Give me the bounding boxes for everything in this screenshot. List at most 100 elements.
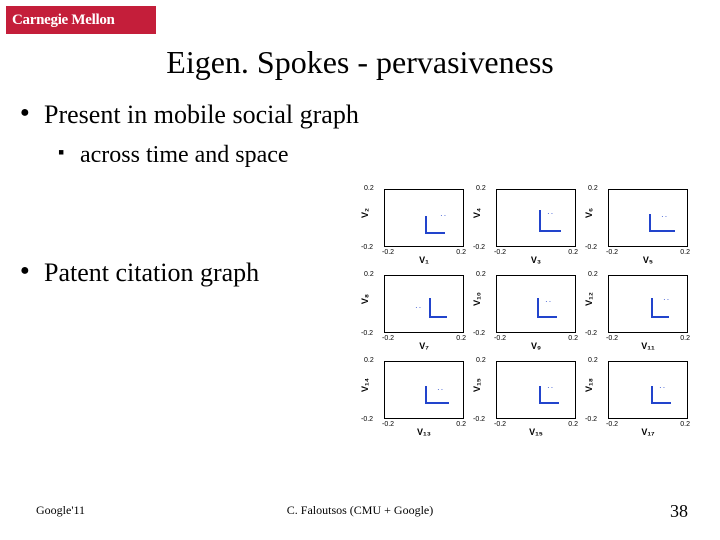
ytick-top: 0.2 (476, 271, 486, 278)
xtick-left: -0.2 (382, 249, 394, 256)
xlabel: V₁₃ (384, 427, 464, 437)
slide-title: Eigen. Spokes - pervasiveness (0, 44, 720, 81)
spoke-horizontal (425, 402, 449, 404)
xtick-right: 0.2 (680, 335, 690, 342)
ylabel: V₁₀ (472, 279, 482, 319)
subplot-frame: ·· (384, 361, 464, 419)
spoke-horizontal (539, 402, 559, 404)
spoke-horizontal (651, 316, 669, 318)
eigenspoke-chart-grid: ··V₂V₁0.2-0.2-0.20.2··V₄V₃0.2-0.2-0.20.2… (360, 185, 700, 437)
logo-band: Carnegie Mellon (6, 6, 156, 34)
scatter-dots: ·· (437, 388, 444, 392)
ytick-bottom: -0.2 (473, 416, 485, 423)
ytick-top: 0.2 (588, 357, 598, 364)
xtick-left: -0.2 (606, 249, 618, 256)
ytick-top: 0.2 (476, 357, 486, 364)
xlabel: V₅ (608, 255, 688, 265)
xtick-left: -0.2 (382, 335, 394, 342)
xtick-left: -0.2 (494, 421, 506, 428)
ytick-bottom: -0.2 (361, 416, 373, 423)
xtick-left: -0.2 (494, 335, 506, 342)
ytick-bottom: -0.2 (361, 244, 373, 251)
xlabel: V₇ (384, 341, 464, 351)
subplot-8: ··V₁₈V₁₇0.2-0.2-0.20.2 (584, 357, 692, 437)
ytick-top: 0.2 (476, 185, 486, 192)
spoke-vertical (651, 298, 653, 318)
subplot-frame: ·· (496, 361, 576, 419)
page-number: 38 (670, 501, 688, 522)
ylabel: V₆ (584, 193, 594, 233)
xtick-right: 0.2 (456, 335, 466, 342)
subplot-frame: ·· (496, 275, 576, 333)
xtick-left: -0.2 (382, 421, 394, 428)
ytick-bottom: -0.2 (473, 244, 485, 251)
subplot-frame: ·· (608, 189, 688, 247)
scatter-dots: ·· (663, 298, 670, 302)
ytick-bottom: -0.2 (585, 244, 597, 251)
subplot-4: ··V₁₀V₉0.2-0.2-0.20.2 (472, 271, 580, 351)
subplot-6: ··V₁₄V₁₃0.2-0.2-0.20.2 (360, 357, 468, 437)
subplot-2: ··V₆V₅0.2-0.2-0.20.2 (584, 185, 692, 265)
subplot-0: ··V₂V₁0.2-0.2-0.20.2 (360, 185, 468, 265)
xlabel: V₁₇ (608, 427, 688, 437)
footer-center: C. Faloutsos (CMU + Google) (0, 503, 720, 518)
ytick-top: 0.2 (588, 185, 598, 192)
subplot-1: ··V₄V₃0.2-0.2-0.20.2 (472, 185, 580, 265)
scatter-dots: ·· (440, 214, 447, 218)
ytick-top: 0.2 (588, 271, 598, 278)
xtick-left: -0.2 (494, 249, 506, 256)
ytick-top: 0.2 (364, 357, 374, 364)
xtick-right: 0.2 (680, 249, 690, 256)
ytick-bottom: -0.2 (361, 330, 373, 337)
spoke-horizontal (537, 316, 557, 318)
ytick-bottom: -0.2 (473, 330, 485, 337)
subbullet-1: across time and space (80, 142, 289, 169)
spoke-vertical (537, 298, 539, 318)
subplot-5: ··V₁₂V₁₁0.2-0.2-0.20.2 (584, 271, 692, 351)
xlabel: V₉ (496, 341, 576, 351)
spoke-vertical (539, 210, 541, 232)
xtick-right: 0.2 (568, 249, 578, 256)
subplot-3: ··V₈V₇0.2-0.2-0.20.2 (360, 271, 468, 351)
xtick-right: 0.2 (456, 249, 466, 256)
xtick-left: -0.2 (606, 421, 618, 428)
ytick-bottom: -0.2 (585, 416, 597, 423)
ytick-top: 0.2 (364, 185, 374, 192)
xtick-left: -0.2 (606, 335, 618, 342)
ytick-top: 0.2 (364, 271, 374, 278)
ylabel: V₈ (360, 279, 370, 319)
scatter-dots: ·· (661, 215, 668, 219)
xlabel: V₁ (384, 255, 464, 265)
ylabel: V₁₄ (360, 365, 370, 405)
subplot-frame: ·· (608, 361, 688, 419)
ylabel: V₁₂ (584, 279, 594, 319)
bullet-1: Present in mobile social graph (44, 100, 359, 130)
spoke-horizontal (651, 402, 671, 404)
subplot-frame: ·· (496, 189, 576, 247)
scatter-dots: ·· (547, 212, 554, 216)
spoke-horizontal (429, 316, 447, 318)
spoke-vertical (429, 298, 431, 318)
xlabel: V₁₁ (608, 341, 688, 351)
xtick-right: 0.2 (680, 421, 690, 428)
scatter-dots: ·· (545, 300, 552, 304)
xtick-right: 0.2 (456, 421, 466, 428)
subplot-frame: ·· (384, 189, 464, 247)
xlabel: V₃ (496, 255, 576, 265)
ylabel: V₁₅ (472, 365, 482, 405)
xlabel: V₁₅ (496, 427, 576, 437)
subplot-frame: ·· (608, 275, 688, 333)
subplot-7: ··V₁₅V₁₅0.2-0.2-0.20.2 (472, 357, 580, 437)
xtick-right: 0.2 (568, 335, 578, 342)
spoke-horizontal (425, 232, 445, 234)
scatter-dots: ·· (547, 386, 554, 390)
ylabel: V₁₈ (584, 365, 594, 405)
spoke-horizontal (539, 230, 561, 232)
ytick-bottom: -0.2 (585, 330, 597, 337)
xtick-right: 0.2 (568, 421, 578, 428)
scatter-dots: ·· (659, 386, 666, 390)
spoke-horizontal (649, 230, 675, 232)
ylabel: V₄ (472, 193, 482, 233)
subplot-frame: ·· (384, 275, 464, 333)
scatter-dots: ·· (415, 306, 422, 310)
